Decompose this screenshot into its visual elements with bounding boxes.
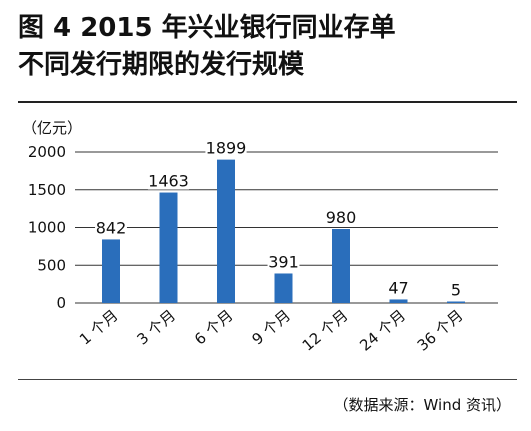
bar	[217, 159, 235, 303]
title-line-2: 不同发行期限的发行规模	[18, 50, 305, 80]
data-label-background	[95, 219, 127, 237]
top-rule	[18, 101, 517, 103]
data-label-background	[449, 281, 463, 299]
x-tick-label: 9 个月	[249, 306, 295, 348]
bar	[447, 301, 465, 303]
title-line-1: 图 4 2015 年兴业银行同业存单	[18, 13, 396, 43]
bar	[159, 192, 178, 303]
x-tick-label: 12 个月	[299, 306, 352, 354]
x-tick-label: 6 个月	[191, 306, 237, 348]
y-tick-label: 0	[56, 294, 66, 312]
source-note: （数据来源：Wind 资讯）	[333, 396, 511, 414]
x-tick-label: 1 个月	[76, 306, 122, 348]
data-label: 842	[96, 218, 127, 237]
bar	[274, 273, 293, 303]
x-tick-label: 3 个月	[134, 306, 180, 348]
data-label: 1899	[206, 139, 247, 158]
bar	[332, 229, 350, 303]
data-label: 391	[268, 252, 299, 271]
data-label: 47	[388, 278, 408, 297]
data-label: 5	[451, 281, 461, 300]
data-label: 1463	[148, 172, 189, 191]
bar	[102, 239, 120, 303]
bar-chart: 0 500 1000 1500 2000 842 1 个月 1463 3 个月 1899 6 个月 3…	[28, 139, 498, 355]
data-label-background	[387, 279, 410, 297]
data-label: 980	[326, 208, 357, 227]
data-label-background	[147, 172, 190, 190]
y-tick-label: 1500	[28, 181, 66, 199]
x-tick-label: 24 个月	[356, 306, 409, 354]
bar	[389, 299, 408, 303]
data-label-background	[267, 253, 300, 271]
y-axis-unit-label: （亿元）	[22, 119, 83, 137]
x-tick-label: 36 个月	[414, 306, 467, 354]
y-tick-label: 500	[37, 256, 66, 274]
y-tick-label: 1000	[28, 219, 66, 237]
bottom-rule	[18, 379, 517, 380]
data-label-background	[325, 209, 357, 227]
y-tick-label: 2000	[28, 143, 66, 161]
chart-title: 图 4 2015 年兴业银行同业存单 不同发行期限的发行规模	[18, 10, 518, 84]
data-label-background	[205, 139, 247, 157]
